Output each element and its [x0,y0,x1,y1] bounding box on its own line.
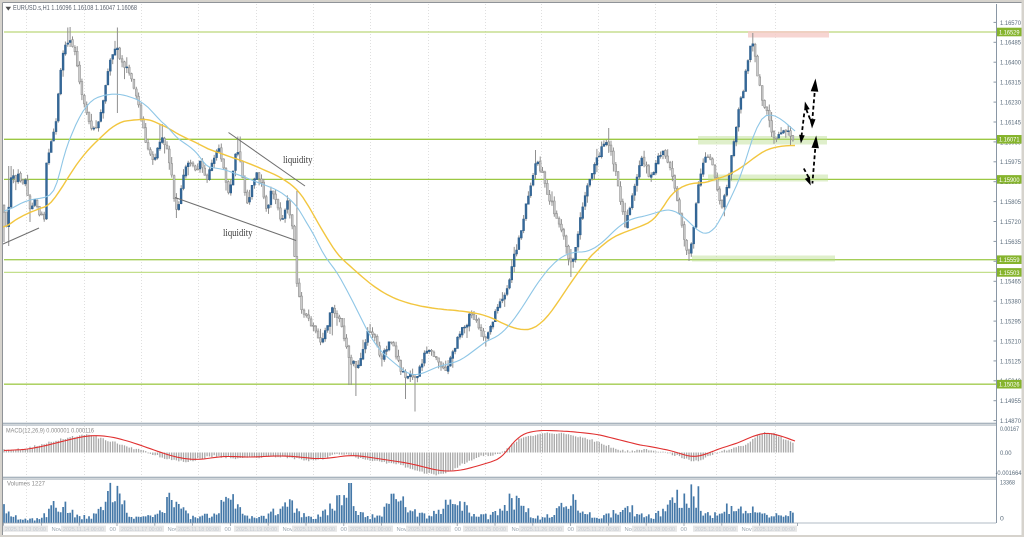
svg-text:2025.11.13 00:00: 2025.11.13 00:00 [5,527,46,533]
svg-text:1.15720: 1.15720 [1000,219,1021,226]
svg-text:1.15295: 1.15295 [1000,319,1021,326]
svg-text:1.15900: 1.15900 [999,177,1020,184]
svg-text:00: 00 [568,527,574,533]
svg-text:1.15805: 1.15805 [1000,199,1021,206]
svg-text:Nov: Nov [52,527,62,533]
svg-text:1.14955: 1.14955 [1000,398,1021,405]
svg-text:00: 00 [110,527,116,533]
svg-text:2025.11.25 00:00: 2025.11.25 00:00 [465,527,506,533]
svg-text:2025.11.24 00:00: 2025.11.24 00:00 [408,527,449,533]
svg-text:2025.11.28 00:00: 2025.11.28 00:00 [634,527,675,533]
svg-text:2025.11.14 00:00: 2025.11.14 00:00 [63,527,104,533]
svg-text:2025.11.27 00:00: 2025.11.27 00:00 [578,527,619,533]
svg-text:1.16071: 1.16071 [999,137,1020,144]
svg-text:Nov: Nov [742,527,752,533]
svg-text:0.00167: 0.00167 [1000,426,1019,433]
svg-text:1.15503: 1.15503 [999,270,1020,277]
svg-text:2025.11.19 00:00: 2025.11.19 00:00 [236,527,277,533]
svg-text:00: 00 [455,527,461,533]
svg-text:1.16145: 1.16145 [1000,119,1021,126]
svg-text:13368: 13368 [1000,480,1015,487]
svg-text:1.16485: 1.16485 [1000,40,1021,47]
svg-text:00: 00 [225,527,231,533]
svg-text:1.15635: 1.15635 [1000,239,1021,246]
svg-text:2025.11.21 00:00: 2025.11.21 00:00 [350,527,391,533]
svg-text:-0.001664: -0.001664 [996,470,1022,477]
svg-text:1.14870: 1.14870 [1000,418,1021,425]
svg-text:2025.11.20 00:00: 2025.11.20 00:00 [294,527,335,533]
svg-text:1.16570: 1.16570 [1000,20,1021,27]
svg-text:0.00: 0.00 [1000,450,1012,457]
svg-text:Nov: Nov [397,527,407,533]
svg-text:EURUSD.s,H1 1.16096 1.16108 1: EURUSD.s,H1 1.16096 1.16108 1.16047 1.16… [13,5,137,12]
svg-text:1.16315: 1.16315 [1000,80,1021,87]
svg-text:0: 0 [1000,516,1004,523]
svg-text:2025.11.17 00:00: 2025.11.17 00:00 [121,527,162,533]
svg-text:1.15026: 1.15026 [999,382,1020,389]
svg-text:2025.11.26 00:00: 2025.11.26 00:00 [521,527,562,533]
svg-text:1.15465: 1.15465 [1000,279,1021,286]
svg-text:2025.12.02 00:00: 2025.12.02 00:00 [754,527,795,533]
svg-text:liquidity: liquidity [283,155,313,166]
svg-text:MACD(12,26,9) 0.000001 0.00011: MACD(12,26,9) 0.000001 0.000116 [6,428,94,435]
svg-text:1.15125: 1.15125 [1000,358,1021,365]
svg-text:1.16400: 1.16400 [1000,60,1021,67]
svg-text:1.15975: 1.15975 [1000,159,1021,166]
svg-text:00: 00 [341,527,347,533]
svg-text:liquidity: liquidity [223,228,253,239]
svg-text:1.16230: 1.16230 [1000,100,1021,107]
svg-text:1.15210: 1.15210 [1000,338,1021,345]
svg-text:2025.11.18 00:00: 2025.11.18 00:00 [178,527,219,533]
svg-text:1.15380: 1.15380 [1000,299,1021,306]
svg-text:1.15559: 1.15559 [999,257,1020,264]
svg-text:1.16529: 1.16529 [999,29,1020,36]
svg-text:Volumes 1227: Volumes 1227 [7,481,45,488]
svg-text:2025.12.01 00:00: 2025.12.01 00:00 [695,527,736,533]
svg-text:Nov: Nov [283,527,293,533]
svg-text:00: 00 [681,527,687,533]
